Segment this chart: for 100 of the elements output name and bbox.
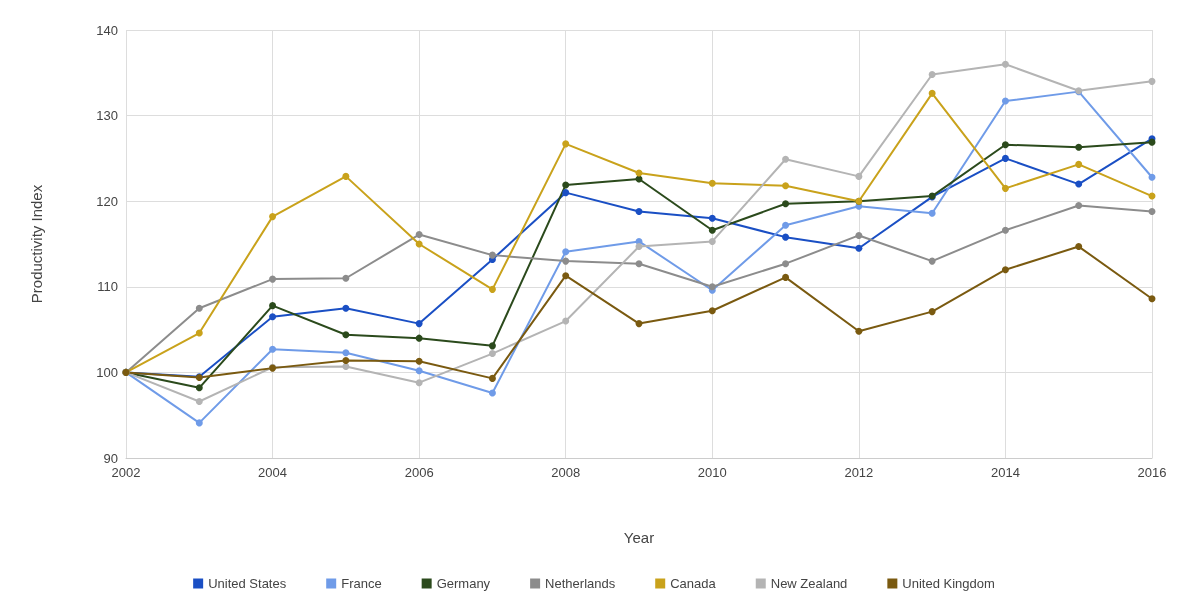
point	[708, 179, 716, 187]
point	[488, 251, 496, 259]
point	[855, 231, 863, 239]
point	[635, 320, 643, 328]
point	[1001, 97, 1009, 105]
point	[708, 214, 716, 222]
point	[269, 302, 277, 310]
point	[928, 89, 936, 97]
point	[488, 285, 496, 293]
x-tick-label: 2016	[1137, 465, 1167, 480]
y-tick-label: 140	[96, 22, 118, 38]
point	[635, 243, 643, 251]
point	[562, 248, 570, 256]
x-tick-label: 2004	[258, 465, 288, 480]
point	[782, 233, 790, 241]
point	[782, 273, 790, 281]
point	[195, 398, 203, 405]
x-tick-label: 2006	[404, 465, 434, 480]
point	[782, 221, 790, 229]
point	[342, 331, 350, 339]
point	[855, 244, 863, 252]
point	[1001, 141, 1009, 149]
point	[488, 374, 496, 382]
y-tick-label: 90	[103, 450, 118, 466]
point	[708, 237, 716, 245]
point	[269, 213, 277, 221]
point	[1075, 160, 1083, 168]
point	[782, 182, 790, 190]
point	[562, 272, 570, 280]
point	[1001, 226, 1009, 234]
point	[708, 226, 716, 234]
x-tick-label: 2010	[697, 465, 727, 480]
point	[928, 257, 936, 265]
point	[855, 172, 863, 180]
point	[415, 334, 423, 342]
x-tick-label: 2012	[844, 465, 874, 480]
point	[342, 356, 350, 364]
legend-label: France	[341, 576, 382, 591]
point	[1001, 266, 1009, 274]
point	[928, 71, 936, 79]
legend-label: United States	[208, 576, 287, 591]
point	[562, 181, 570, 189]
point	[1075, 143, 1083, 151]
point	[708, 307, 716, 315]
point	[195, 419, 203, 427]
point	[782, 155, 790, 163]
point	[195, 384, 203, 392]
point	[1075, 180, 1083, 188]
point	[635, 260, 643, 268]
point	[195, 304, 203, 312]
y-tick-label: 120	[96, 193, 118, 209]
legend-label: Germany	[436, 576, 491, 591]
point	[415, 379, 423, 387]
legend-label: New Zealand	[770, 576, 848, 591]
point	[415, 320, 423, 328]
point	[415, 367, 423, 375]
point	[1148, 295, 1156, 303]
point	[342, 362, 350, 370]
point	[635, 207, 643, 215]
point	[342, 349, 350, 357]
point	[1148, 207, 1156, 215]
x-tick-label: 2002	[111, 465, 141, 480]
x-axis-title: Year	[623, 529, 655, 546]
point	[1001, 184, 1009, 192]
point	[928, 308, 936, 316]
point	[488, 389, 496, 397]
point	[488, 350, 496, 358]
point	[342, 172, 350, 180]
point	[269, 313, 277, 321]
point	[342, 274, 350, 282]
point	[1075, 243, 1083, 251]
y-tick-label: 110	[97, 279, 118, 295]
point	[782, 200, 790, 208]
point	[415, 231, 423, 239]
point	[928, 209, 936, 217]
point	[562, 189, 570, 197]
x-tick-label: 2014	[990, 465, 1020, 480]
point	[342, 304, 350, 312]
point	[269, 275, 277, 283]
legend-label: United Kingdom	[902, 576, 995, 591]
point	[488, 342, 496, 350]
point	[782, 260, 790, 268]
point	[562, 140, 570, 148]
legend-label: Netherlands	[545, 576, 616, 591]
y-axis-title: Productivity Index	[28, 184, 45, 304]
legend-label: Canada	[670, 576, 717, 591]
point	[562, 257, 570, 265]
point	[415, 357, 423, 365]
x-tick-label: 2008	[551, 465, 581, 480]
point	[269, 345, 277, 353]
point	[1148, 77, 1156, 85]
y-tick-label: 100	[96, 364, 118, 380]
point	[855, 327, 863, 335]
point	[1001, 60, 1009, 68]
point	[1075, 201, 1083, 209]
point	[1148, 173, 1156, 181]
point	[1001, 154, 1009, 162]
y-tick-label: 130	[96, 108, 118, 124]
point	[562, 317, 570, 325]
point	[195, 329, 203, 337]
